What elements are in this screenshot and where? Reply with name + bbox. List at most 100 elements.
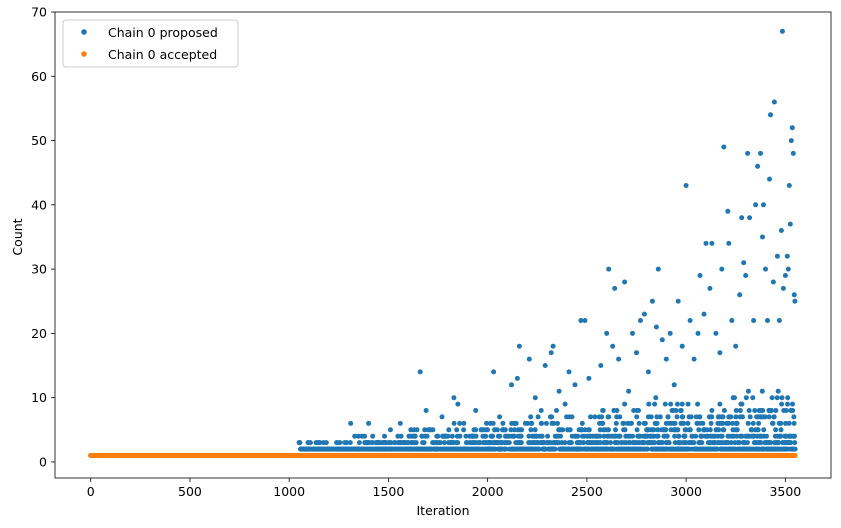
proposed-point [655,266,661,272]
proposed-point [785,395,791,401]
proposed-point [316,440,322,446]
proposed-point [761,202,766,208]
proposed-point [664,433,670,439]
proposed-point [326,446,332,452]
proposed-point [774,253,780,259]
proposed-point [568,440,574,446]
proposed-point [634,427,640,433]
proposed-point [764,433,769,439]
proposed-point [750,395,756,401]
proposed-point [663,356,669,362]
proposed-point [683,183,689,188]
proposed-point [506,440,512,446]
proposed-point [791,414,797,420]
proposed-point [560,427,566,433]
proposed-point [604,330,610,336]
proposed-point [790,150,796,156]
proposed-point [494,427,500,433]
proposed-point [666,440,672,446]
proposed-point [446,427,452,433]
proposed-point [734,420,740,426]
proposed-point [776,318,782,323]
proposed-point [688,414,694,420]
proposed-point [497,433,503,439]
proposed-point [687,427,693,433]
proposed-point [679,343,685,349]
proposed-point [667,330,673,336]
proposed-point [679,401,685,407]
proposed-point [657,414,663,420]
proposed-point [304,446,310,452]
proposed-point [674,401,680,407]
proposed-point [382,433,387,439]
proposed-point [638,318,643,323]
proposed-point [599,414,605,420]
proposed-point [673,408,679,413]
proposed-point [699,440,705,446]
proposed-point [709,408,715,413]
proposed-point [784,253,790,259]
proposed-point [767,176,772,182]
proposed-point [672,420,678,426]
proposed-point [307,440,313,446]
proposed-point [483,433,489,439]
proposed-point [412,433,418,439]
proposed-point [608,440,613,446]
proposed-point [558,433,563,439]
proposed-point [700,420,706,426]
proposed-point [323,440,329,446]
proposed-point [539,433,545,439]
proposed-point [398,433,404,439]
proposed-point [678,408,684,413]
proposed-point [697,273,703,278]
proposed-point [503,433,508,439]
proposed-point [352,433,358,439]
proposed-point [725,208,731,214]
proposed-point [654,420,660,426]
proposed-point [634,414,640,420]
proposed-point [467,440,473,446]
proposed-point [728,414,734,420]
proposed-point [792,446,798,452]
proposed-point [586,375,592,381]
proposed-point [789,125,795,131]
proposed-point [347,440,353,446]
proposed-point [775,388,781,394]
proposed-point [348,420,354,426]
proposed-point [485,427,490,433]
proposed-point [391,440,397,446]
proposed-point [421,440,427,446]
proposed-point [745,420,751,426]
proposed-point [550,343,556,349]
proposed-point [566,369,572,375]
proposed-point [485,446,491,452]
proposed-point [653,395,659,401]
proposed-point [648,414,654,420]
proposed-point [356,433,361,439]
proposed-point [755,427,761,433]
proposed-point [720,414,726,420]
proposed-point [427,427,433,433]
proposed-point [779,28,785,34]
proposed-point [528,414,534,420]
proposed-point [759,388,765,394]
proposed-point [572,382,578,388]
proposed-point [405,446,411,452]
proposed-point [708,420,714,426]
proposed-point [376,446,381,452]
proposed-point [790,401,795,407]
proposed-point [665,414,671,420]
proposed-point [567,427,573,433]
proposed-point [745,388,751,394]
proposed-point [675,298,681,304]
proposed-point [758,150,763,156]
proposed-point [680,414,686,420]
proposed-point [473,427,479,433]
proposed-point [490,433,496,439]
proposed-point [366,420,372,426]
proposed-point [746,408,752,413]
proposed-point [655,433,661,439]
proposed-point [779,401,785,407]
proposed-point [445,433,451,439]
